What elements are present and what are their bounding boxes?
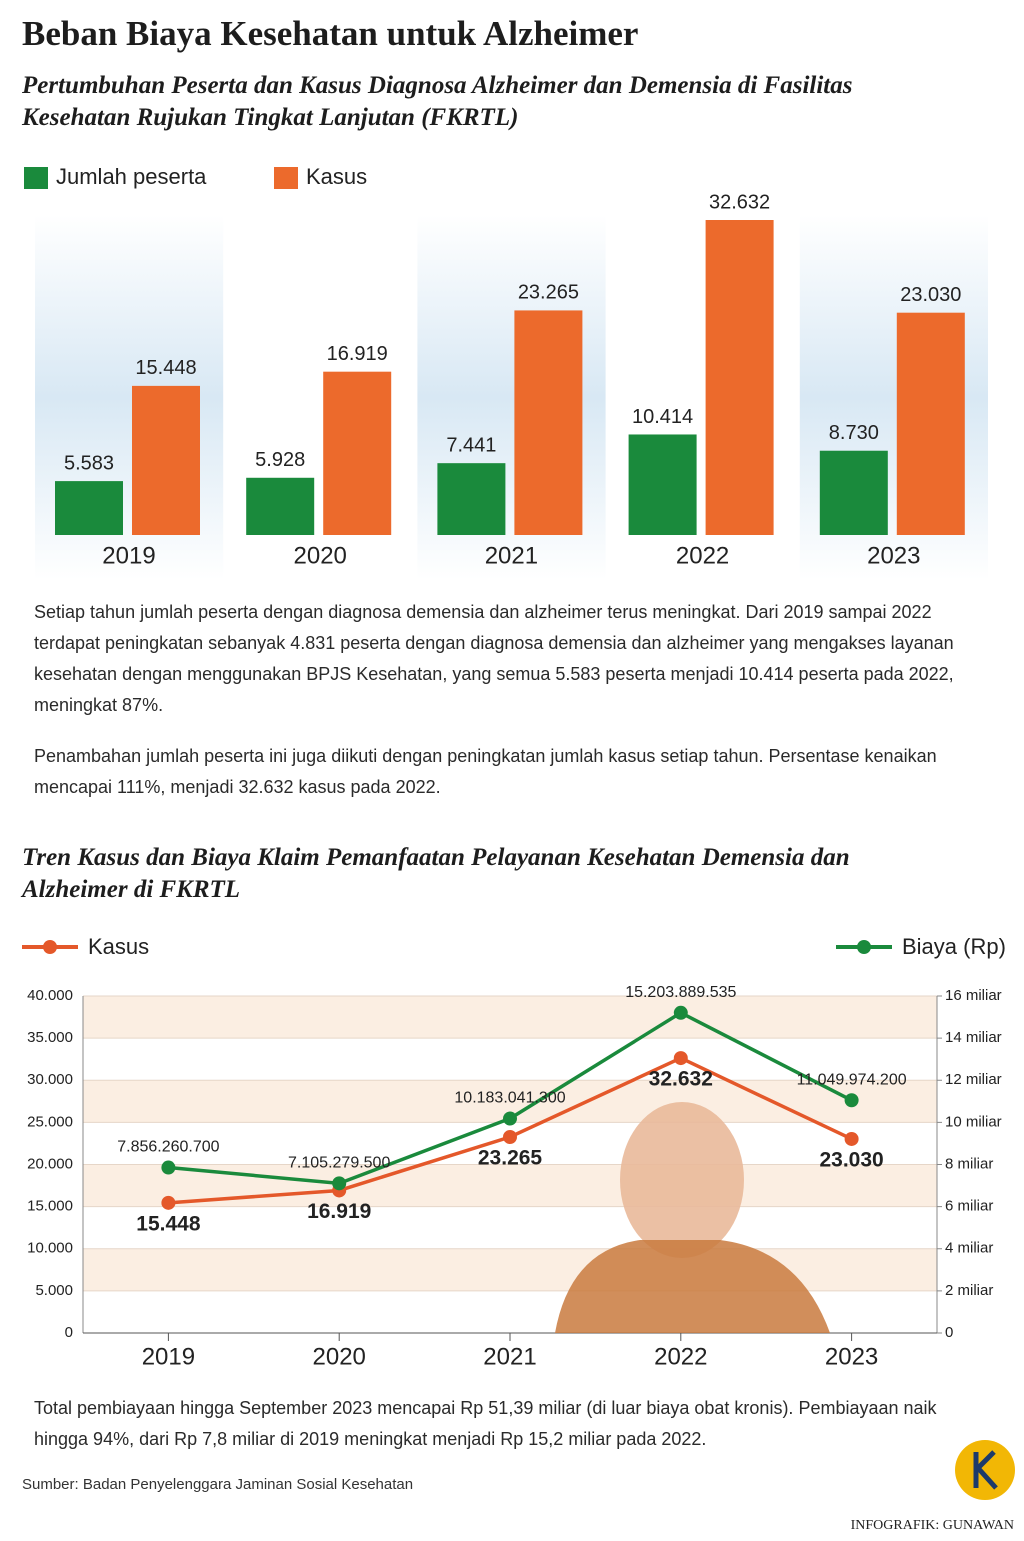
value-label: 10.414	[632, 406, 693, 428]
y2-tick-label: 14 miliar	[945, 1029, 1002, 1046]
y2-tick-label: 12 miliar	[945, 1071, 1002, 1088]
paragraph: Total pembiayaan hingga September 2023 m…	[34, 1398, 937, 1449]
legend-label: Jumlah peserta	[56, 164, 207, 189]
credit: INFOGRAFIK: GUNAWAN	[850, 1518, 1014, 1533]
bar	[55, 481, 123, 535]
value-label: 7.856.260.700	[117, 1139, 219, 1156]
y-tick-label: 30.000	[27, 1071, 73, 1088]
band	[83, 1248, 937, 1291]
value-label: 15.448	[136, 1212, 201, 1235]
band	[83, 996, 937, 1039]
point	[332, 1176, 347, 1191]
y2-tick-label: 2 miliar	[945, 1282, 993, 1299]
y-tick-label: 0	[65, 1324, 73, 1341]
y-tick-label: 25.000	[27, 1113, 73, 1130]
legend-swatch	[24, 167, 48, 189]
x-tick-label: 2022	[654, 1343, 707, 1370]
point	[503, 1111, 517, 1126]
bar	[705, 220, 774, 535]
x-tick-label: 2021	[483, 1343, 536, 1370]
value-label: 15.203.889.535	[625, 984, 736, 1001]
y2-tick-label: 4 miliar	[945, 1240, 993, 1257]
legend-label: Biaya (Rp)	[902, 934, 1006, 959]
value-label: 32.632	[649, 1068, 713, 1091]
value-label: 7.105.279.500	[288, 1155, 390, 1172]
bar	[132, 385, 200, 535]
y-tick-label: 35.000	[27, 1029, 73, 1046]
value-label: 23.265	[518, 282, 579, 304]
bar	[437, 463, 506, 535]
x-tick-label: 2020	[294, 542, 347, 569]
point	[673, 1051, 688, 1066]
y2-tick-label: 6 miliar	[945, 1198, 993, 1215]
illustration	[555, 1240, 830, 1333]
legend-label: Kasus	[306, 164, 367, 189]
chart-title: Tren Kasus dan Biaya Klaim Pemanfaatan P…	[22, 844, 850, 903]
paragraph: Penambahan jumlah peserta ini juga diiku…	[34, 746, 937, 797]
y2-tick-label: 8 miliar	[945, 1155, 993, 1172]
value-label: 23.030	[900, 284, 961, 306]
title: Beban Biaya Kesehatan untuk Alzheimer	[22, 14, 639, 53]
logo	[955, 1440, 1015, 1500]
bar	[323, 371, 392, 535]
x-tick-label: 2019	[102, 542, 155, 569]
x-tick-label: 2020	[313, 1343, 366, 1370]
point	[161, 1195, 176, 1210]
value-label: 8.730	[829, 422, 879, 444]
value-label: 23.265	[478, 1147, 543, 1170]
bar	[896, 312, 965, 535]
bar	[246, 477, 315, 535]
y-tick-label: 10.000	[27, 1240, 73, 1257]
value-label: 16.919	[327, 343, 388, 365]
value-label: 32.632	[709, 191, 770, 213]
bar	[514, 310, 583, 535]
x-tick-label: 2023	[825, 1343, 878, 1370]
point	[673, 1005, 688, 1020]
value-label: 7.441	[446, 434, 496, 456]
y-tick-label: 20.000	[27, 1155, 73, 1172]
x-tick-label: 2022	[676, 542, 729, 569]
x-tick-label: 2023	[867, 542, 920, 569]
y2-tick-label: 10 miliar	[945, 1113, 1002, 1130]
legend-marker	[43, 940, 57, 954]
value-label: 23.030	[819, 1149, 883, 1172]
x-tick-label: 2019	[142, 1343, 195, 1370]
value-label: 5.928	[255, 449, 305, 471]
point	[844, 1131, 859, 1146]
value-label: 16.919	[307, 1200, 371, 1223]
legend-swatch	[274, 167, 298, 189]
y2-tick-label: 0	[945, 1324, 953, 1341]
x-tick-label: 2021	[485, 542, 538, 569]
chart-title: Pertumbuhan Peserta dan Kasus Diagnosa A…	[22, 72, 853, 131]
paragraph: Setiap tahun jumlah peserta dengan diagn…	[34, 602, 954, 715]
illustration	[620, 1102, 744, 1258]
point	[503, 1129, 517, 1144]
legend-label: Kasus	[88, 934, 149, 959]
y-tick-label: 15.000	[27, 1198, 73, 1215]
value-label: 11.049.974.200	[797, 1071, 907, 1088]
y2-tick-label: 16 miliar	[945, 987, 1002, 1004]
legend-marker	[857, 940, 871, 954]
point	[844, 1093, 859, 1108]
value-label: 10.183.041.300	[454, 1090, 565, 1107]
y-tick-label: 5.000	[35, 1282, 73, 1299]
source: Sumber: Badan Penyelenggara Jaminan Sosi…	[22, 1476, 414, 1493]
bar	[628, 434, 697, 535]
logo-mark	[973, 1450, 998, 1490]
value-label: 15.448	[135, 357, 196, 379]
point	[161, 1160, 176, 1175]
y-tick-label: 40.000	[27, 987, 73, 1004]
value-label: 5.583	[64, 452, 114, 474]
bar	[819, 450, 888, 535]
